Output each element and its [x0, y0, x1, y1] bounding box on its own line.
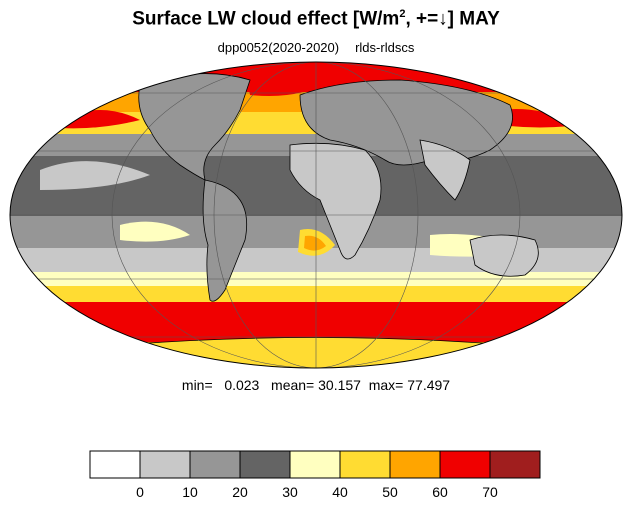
ocean-patch — [245, 66, 330, 96]
colorbar-swatch — [139, 450, 191, 479]
colorbar-tick-label: 40 — [332, 484, 348, 500]
mean-label: mean= — [271, 377, 315, 393]
variable-label: rlds-rldscs — [355, 40, 415, 55]
ocean-patch — [120, 221, 190, 242]
colorbar-tick-label: 70 — [482, 484, 498, 500]
north-america-land — [138, 73, 251, 181]
title-text: Surface LW cloud effect [W/m — [132, 8, 400, 30]
colorbar-tick-label: 0 — [136, 484, 144, 500]
colorbar-swatch — [189, 450, 241, 479]
min-label: min= — [181, 377, 213, 393]
colorbar-swatch — [289, 450, 341, 479]
title-superscript: 2 — [399, 8, 406, 20]
colorbar-swatch — [389, 450, 441, 479]
map-field — [10, 62, 622, 368]
plot-subtitle: dpp0052(2020-2020) rlds-rldscs — [0, 40, 632, 55]
colorbar-tick-label: 20 — [232, 484, 248, 500]
colorbar-tick-label: 10 — [182, 484, 198, 500]
max-value: 77.497 — [407, 377, 451, 393]
colorbar-swatch — [339, 450, 391, 479]
eurasia-land — [299, 79, 513, 166]
south-asia-land — [419, 139, 471, 201]
map-outline — [9, 61, 623, 369]
colorbar-swatch — [239, 450, 291, 479]
colorbar-tick-label: 60 — [432, 484, 448, 500]
colorbar-tick-label: 50 — [382, 484, 398, 500]
title-suffix: , +=↓] MAY — [405, 8, 500, 30]
ocean-patch — [304, 235, 326, 251]
colorbar-swatch — [439, 450, 491, 479]
field-statistics: min= 0.023 mean= 30.157 max= 77.497 — [0, 377, 632, 393]
ocean-patch — [40, 161, 150, 190]
australia-land — [469, 234, 539, 277]
mean-value: 30.157 — [318, 377, 361, 393]
colorbar-tick-label: 30 — [282, 484, 298, 500]
graticule — [10, 62, 622, 368]
max-label: max= — [368, 377, 404, 393]
min-value: 0.023 — [224, 377, 260, 393]
colorbar-swatch — [89, 450, 141, 479]
colorbar-swatch — [489, 450, 541, 479]
plot-title: Surface LW cloud effect [W/m2, +=↓] MAY — [0, 8, 632, 30]
experiment-label: dpp0052(2020-2020) — [217, 40, 340, 55]
